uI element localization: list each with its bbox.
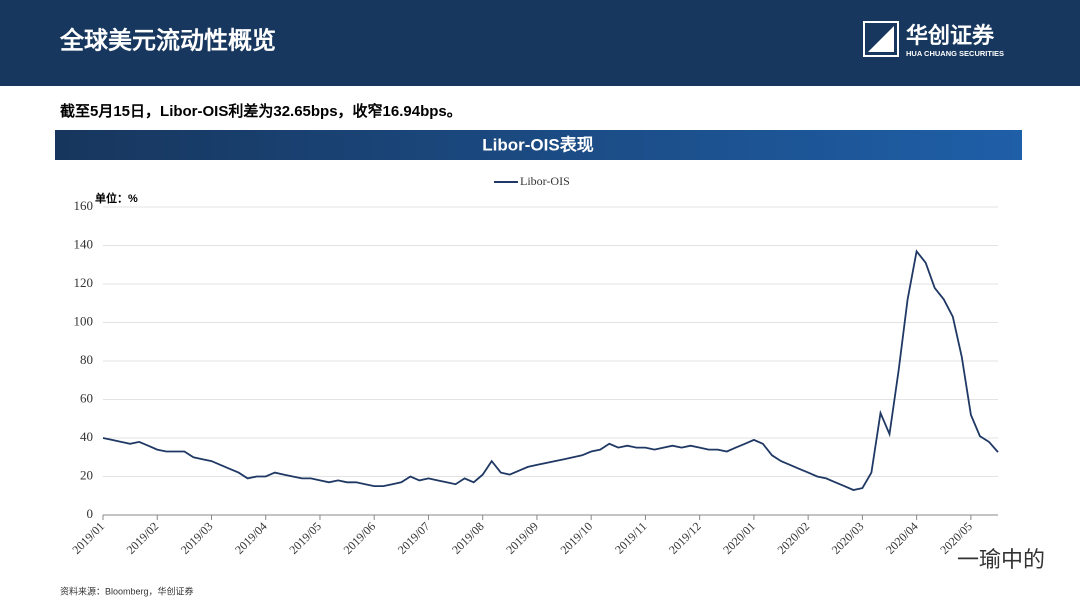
banner (55, 130, 1022, 160)
x-tick-label: 2019/08 (449, 519, 487, 557)
plot: 0 20 40 60 80 100 120 140 160 2019/01 2019/02 2019/… (69, 174, 999, 557)
y-tick-label: 0 (87, 506, 94, 521)
x-tick-label: 2019/01 (69, 519, 107, 557)
y-tick-label: 120 (74, 275, 94, 290)
x-tick-label: 2019/12 (666, 519, 704, 557)
banner-title: Libor-OIS表现 (482, 134, 593, 154)
y-tick-label: 20 (80, 467, 93, 482)
x-tick-label: 2019/06 (341, 519, 379, 557)
x-tick-label: 2019/05 (286, 519, 324, 557)
logo-subtext: HUA CHUANG SECURITIES (906, 49, 1004, 58)
x-tick-label: 2019/11 (612, 519, 649, 556)
logo-icon (863, 21, 899, 57)
x-tick-label: 2019/10 (558, 519, 596, 557)
x-tick-label: 2020/01 (720, 519, 758, 557)
y-tick-label: 40 (80, 429, 93, 444)
y-tick-label: 80 (80, 352, 93, 367)
x-tick-label: 2020/03 (829, 519, 867, 557)
x-tick-label: 2020/02 (774, 519, 812, 557)
legend-label: Libor-OIS (520, 174, 570, 188)
x-tick-label: 2019/07 (395, 519, 433, 557)
x-tick-label: 2020/04 (883, 519, 921, 557)
logo-text: 华创证券 (906, 23, 995, 48)
x-tick-label: 2019/03 (178, 519, 216, 557)
header-bar (0, 0, 1080, 86)
y-unit: 单位：% (95, 191, 138, 205)
x-tick-label: 2019/09 (503, 519, 541, 557)
line-series (102, 249, 999, 491)
x-tick-label: 2019/02 (124, 519, 162, 557)
y-tick-label: 140 (74, 236, 94, 251)
source: 资料来源：Bloomberg，华创证券 (60, 585, 194, 596)
y-tick-label: 60 (80, 390, 93, 405)
y-tick-label: 100 (74, 313, 94, 328)
summary: 截至5月15日，Libor-OIS利差为32.65bps，收窄16.94bps。 (60, 102, 462, 120)
x-tick-label: 2019/04 (232, 519, 270, 557)
watermark: 一瑜中的 (957, 547, 1045, 572)
y-tick-label: 160 (74, 198, 94, 213)
slide-title: 全球美元流动性概览 (59, 26, 276, 54)
